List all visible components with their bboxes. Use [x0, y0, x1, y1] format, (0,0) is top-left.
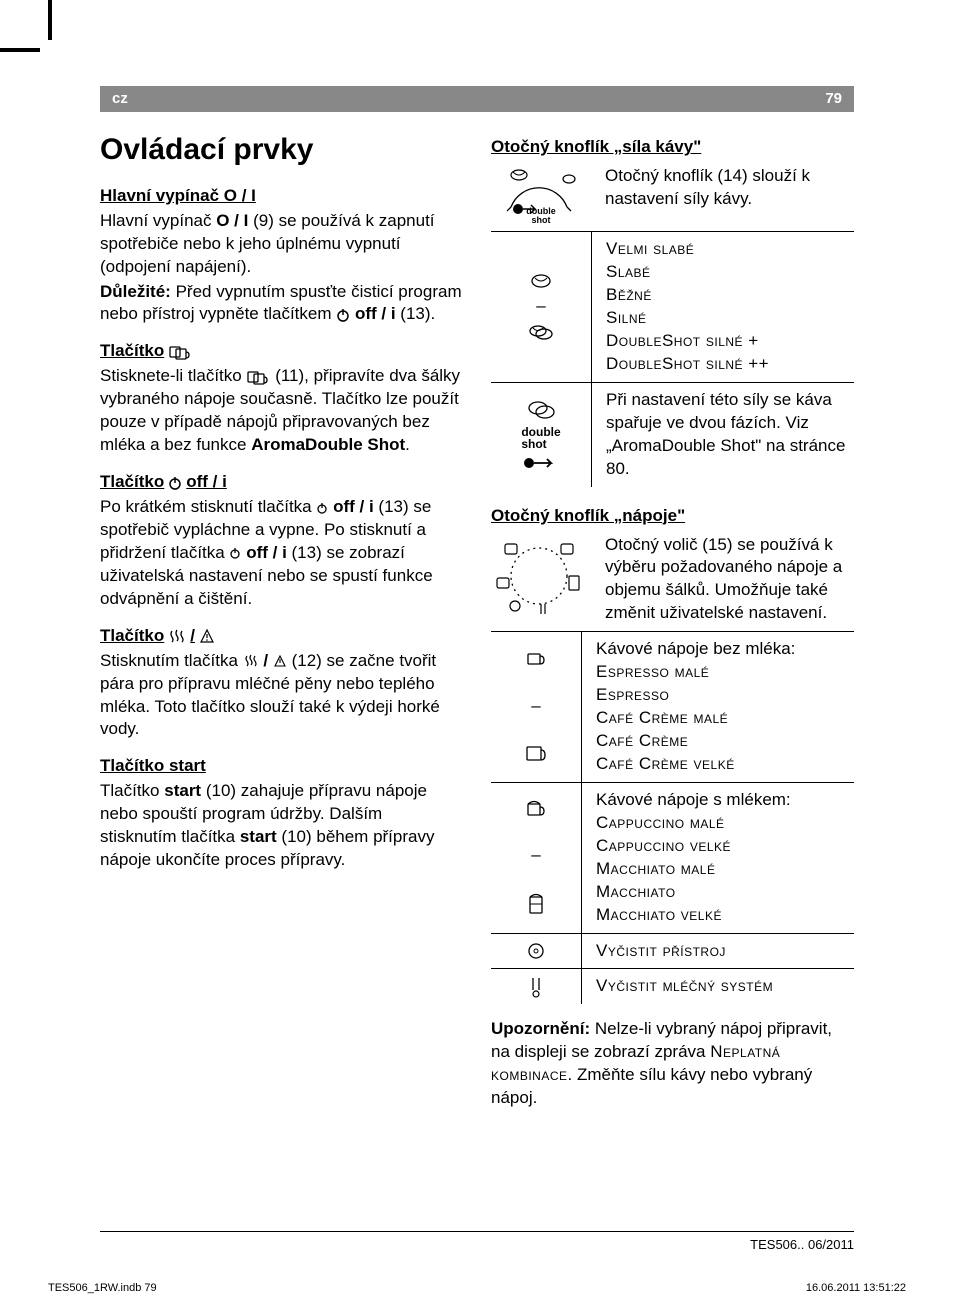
strength-level: DoubleShot silné +	[606, 330, 854, 353]
body-text: Tlačítko start (10) zahajuje přípravu ná…	[100, 780, 463, 872]
body-text: Hlavní vypínač O / I (9) se používá k za…	[100, 210, 463, 279]
drink-item: Café Crème malé	[596, 707, 854, 730]
section-drinks-knob: Otočný knoflík „nápoje"	[491, 505, 854, 528]
bean-double-icon	[527, 400, 555, 420]
drink-item: Macchiato	[596, 881, 854, 904]
table-row: Vyčistit mléčný systém	[491, 968, 854, 1004]
strength-level: Slabé	[606, 261, 854, 284]
strength-level: Běžné	[606, 284, 854, 307]
table-row: – Kávové nápoje s mlékem: Cappuccino mal…	[491, 782, 854, 933]
double-shot-label: doubleshot	[521, 426, 560, 450]
strength-dial-block: doubleshot Otočný knoflík (14) slouží k …	[491, 165, 854, 225]
print-file: TES506_1RW.indb 79	[48, 1281, 157, 1296]
footer-model: TES506.. 06/2011	[100, 1231, 854, 1254]
drinks-table: – Kávové nápoje bez mléka: Espresso malé…	[491, 631, 854, 1004]
two-cups-icon	[168, 343, 192, 361]
strength-level: Velmi slabé	[606, 238, 854, 261]
strength-level: Silné	[606, 307, 854, 330]
drinks-dial-block: Otočný volič (15) se používá k výběru po…	[491, 534, 854, 626]
warning-icon	[273, 654, 287, 668]
section-main-switch: Hlavní vypínač O / I	[100, 185, 463, 208]
pointer-icon	[521, 456, 561, 470]
milk-clean-icon	[528, 976, 544, 998]
body-text: Po krátkém stisknutí tlačítka off / i (1…	[100, 496, 463, 611]
table-row: doubleshot Při nastavení této síly se ká…	[491, 382, 854, 487]
strength-level: DoubleShot silné ++	[606, 353, 854, 376]
standby-icon	[316, 502, 328, 514]
small-cup-icon	[525, 650, 547, 668]
two-cups-icon	[246, 368, 270, 386]
body-text: Stisknutím tlačítka / (12) se začne tvoř…	[100, 650, 463, 742]
section-off-button: Tlačítko off / i	[100, 471, 463, 494]
drinks-intro: Otočný volič (15) se používá k výběru po…	[605, 534, 854, 626]
page-number: 79	[825, 89, 842, 109]
page-title: Ovládací prvky	[100, 130, 463, 171]
lang-code: cz	[112, 89, 128, 109]
steam-icon	[243, 654, 259, 668]
table-row: – Kávové nápoje bez mléka: Espresso malé…	[491, 632, 854, 782]
table-row: – Velmi slabé Slabé Běžné Silné DoubleSh…	[491, 232, 854, 382]
body-text: Důležité: Před vypnutím spusťte čisticí …	[100, 281, 463, 327]
drinks-category: Kávové nápoje s mlékem:	[596, 789, 854, 812]
drink-item: Vyčistit přístroj	[581, 934, 854, 969]
section-two-cups: Tlačítko	[100, 340, 463, 363]
strength-note: Při nastavení této síly se káva spařuje …	[591, 383, 854, 487]
drink-item: Vyčistit mléčný systém	[581, 969, 854, 1004]
body-text: Stisknete-li tlačítko (11), připravíte d…	[100, 365, 463, 457]
warning-text: Upozornění: Nelze-li vybraný nápoj připr…	[491, 1018, 854, 1110]
double-shot-label: doubleshot	[491, 207, 591, 225]
standby-icon	[168, 476, 182, 490]
clean-icon	[526, 941, 546, 961]
section-start-button: Tlačítko start	[100, 755, 463, 778]
drink-item: Macchiato velké	[596, 904, 854, 927]
drinks-dial-icon	[491, 534, 591, 618]
strength-table: – Velmi slabé Slabé Běžné Silné DoubleSh…	[491, 231, 854, 486]
drink-item: Café Crème velké	[596, 753, 854, 776]
drink-item: Café Crème	[596, 730, 854, 753]
strength-intro: Otočný knoflík (14) slouží k nastavení s…	[605, 165, 854, 211]
section-strength-knob: Otočný knoflík „síla kávy"	[491, 136, 854, 159]
glass-icon	[527, 892, 545, 916]
standby-icon	[229, 547, 241, 559]
warning-icon	[199, 628, 215, 644]
print-timestamp: 16.06.2011 13:51:22	[806, 1281, 906, 1296]
print-marks: TES506_1RW.indb 79 16.06.2011 13:51:22	[48, 1281, 906, 1296]
drink-item: Espresso malé	[596, 661, 854, 684]
table-row: Vyčistit přístroj	[491, 933, 854, 969]
section-steam-button: Tlačítko /	[100, 625, 463, 648]
drinks-category: Kávové nápoje bez mléka:	[596, 638, 854, 661]
drink-item: Cappuccino malé	[596, 812, 854, 835]
bean-double-icon	[528, 323, 554, 341]
standby-icon	[336, 308, 350, 322]
strength-dial-icon: doubleshot	[491, 165, 591, 225]
header-bar: cz 79	[100, 86, 854, 112]
milk-cup-icon	[525, 799, 547, 819]
steam-icon	[168, 628, 186, 644]
drink-item: Macchiato malé	[596, 858, 854, 881]
drink-item: Espresso	[596, 684, 854, 707]
bean-outline-icon	[530, 273, 552, 289]
drink-item: Cappuccino velké	[596, 835, 854, 858]
large-cup-icon	[524, 744, 548, 764]
